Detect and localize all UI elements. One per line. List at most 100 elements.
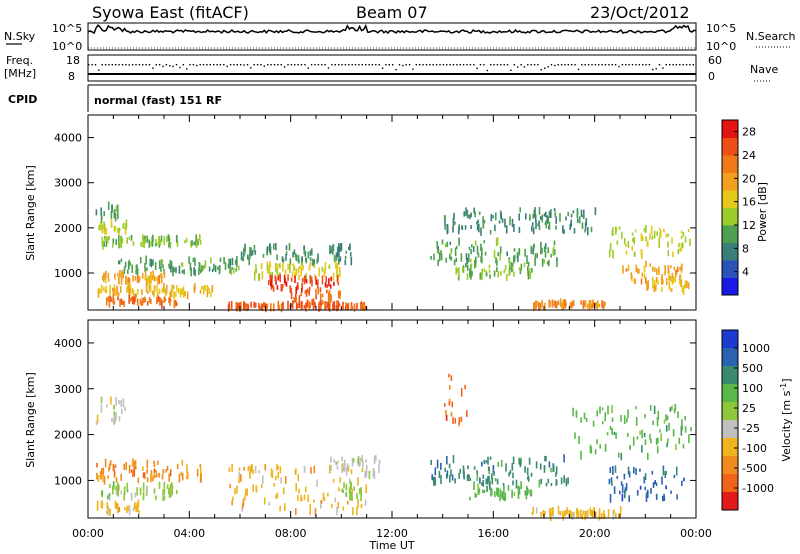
data-cell xyxy=(198,268,200,275)
data-cell xyxy=(241,503,244,509)
nave-point xyxy=(554,64,556,67)
data-cell xyxy=(149,288,152,293)
data-cell xyxy=(520,481,522,489)
data-cell xyxy=(481,247,483,257)
data-cell xyxy=(96,472,98,480)
data-cell xyxy=(100,284,103,293)
data-cell xyxy=(132,289,135,298)
data-cell xyxy=(482,480,485,487)
data-cell xyxy=(238,467,241,471)
data-cell xyxy=(554,212,557,217)
data-cell xyxy=(468,246,471,250)
data-cell xyxy=(109,295,111,302)
data-cell xyxy=(556,257,558,262)
data-cell xyxy=(161,474,164,480)
data-cell xyxy=(107,201,110,210)
nave-point xyxy=(88,64,90,66)
data-cell xyxy=(269,246,272,255)
data-cell xyxy=(238,477,240,484)
data-cell xyxy=(144,277,146,281)
data-cell xyxy=(311,248,313,256)
data-cell xyxy=(118,277,120,285)
data-cell xyxy=(532,227,535,235)
data-cell xyxy=(193,267,195,276)
data-cell xyxy=(660,433,662,442)
data-cell xyxy=(678,437,681,445)
data-cell xyxy=(122,272,124,277)
data-cell xyxy=(541,214,544,223)
data-cell xyxy=(142,241,144,247)
data-cell xyxy=(176,285,178,292)
data-cell xyxy=(146,278,148,286)
nave-point xyxy=(165,64,168,66)
data-cell xyxy=(359,462,361,466)
data-cell xyxy=(199,464,202,468)
data-cell xyxy=(626,418,628,423)
data-cell xyxy=(163,237,166,246)
nave-point xyxy=(537,64,539,66)
data-cell xyxy=(500,271,502,276)
data-cell xyxy=(682,286,685,295)
data-cell xyxy=(204,260,207,269)
data-cell xyxy=(563,475,565,483)
data-cell xyxy=(282,284,284,288)
data-cell xyxy=(467,465,469,470)
nave-point xyxy=(506,64,509,66)
data-cell xyxy=(234,488,236,495)
data-cell xyxy=(565,478,568,487)
data-cell xyxy=(659,227,661,232)
data-cell xyxy=(103,223,106,231)
data-cell xyxy=(436,248,439,253)
data-cell xyxy=(163,271,166,279)
nave-point xyxy=(142,64,144,66)
data-cell xyxy=(528,268,531,272)
nave-point xyxy=(672,64,674,66)
data-cell xyxy=(180,471,183,476)
nave-point xyxy=(655,68,657,70)
data-cell xyxy=(663,228,665,233)
data-cell xyxy=(665,425,668,432)
nave-point xyxy=(503,64,505,66)
data-cell xyxy=(332,303,334,311)
data-cell xyxy=(618,226,621,230)
data-cell xyxy=(486,476,489,485)
nave-point xyxy=(240,64,242,66)
nave-point xyxy=(152,67,154,69)
data-cell xyxy=(229,483,231,489)
data-cell xyxy=(496,487,498,496)
data-cell xyxy=(603,514,606,520)
data-cell xyxy=(548,221,551,230)
nave-point xyxy=(584,64,586,66)
data-cell xyxy=(158,288,161,293)
data-cell xyxy=(299,265,301,270)
data-cell xyxy=(147,290,149,294)
data-cell xyxy=(353,486,355,491)
data-cell xyxy=(314,508,317,517)
data-cell xyxy=(335,257,338,261)
data-cell xyxy=(300,291,302,297)
data-cell xyxy=(570,213,573,218)
data-cell xyxy=(476,245,479,255)
data-cell xyxy=(230,300,233,310)
nave-point xyxy=(662,67,664,69)
data-cell xyxy=(538,302,540,311)
data-cell xyxy=(119,286,122,293)
nave-point xyxy=(368,64,370,66)
nave-point xyxy=(614,64,617,66)
nave-point xyxy=(557,64,559,66)
nave-point xyxy=(375,64,377,66)
data-cell xyxy=(470,225,472,229)
data-cell xyxy=(458,473,460,479)
data-cell xyxy=(680,427,683,436)
colorbar-label: -500 xyxy=(742,462,767,475)
nave-point xyxy=(392,64,394,66)
data-cell xyxy=(536,300,538,306)
nave-point xyxy=(540,69,542,71)
data-cell xyxy=(238,302,240,309)
data-cell xyxy=(469,477,471,481)
data-cell xyxy=(563,229,565,234)
data-cell xyxy=(128,236,131,241)
data-cell xyxy=(669,407,672,412)
data-cell xyxy=(281,286,283,292)
data-cell xyxy=(582,510,584,515)
